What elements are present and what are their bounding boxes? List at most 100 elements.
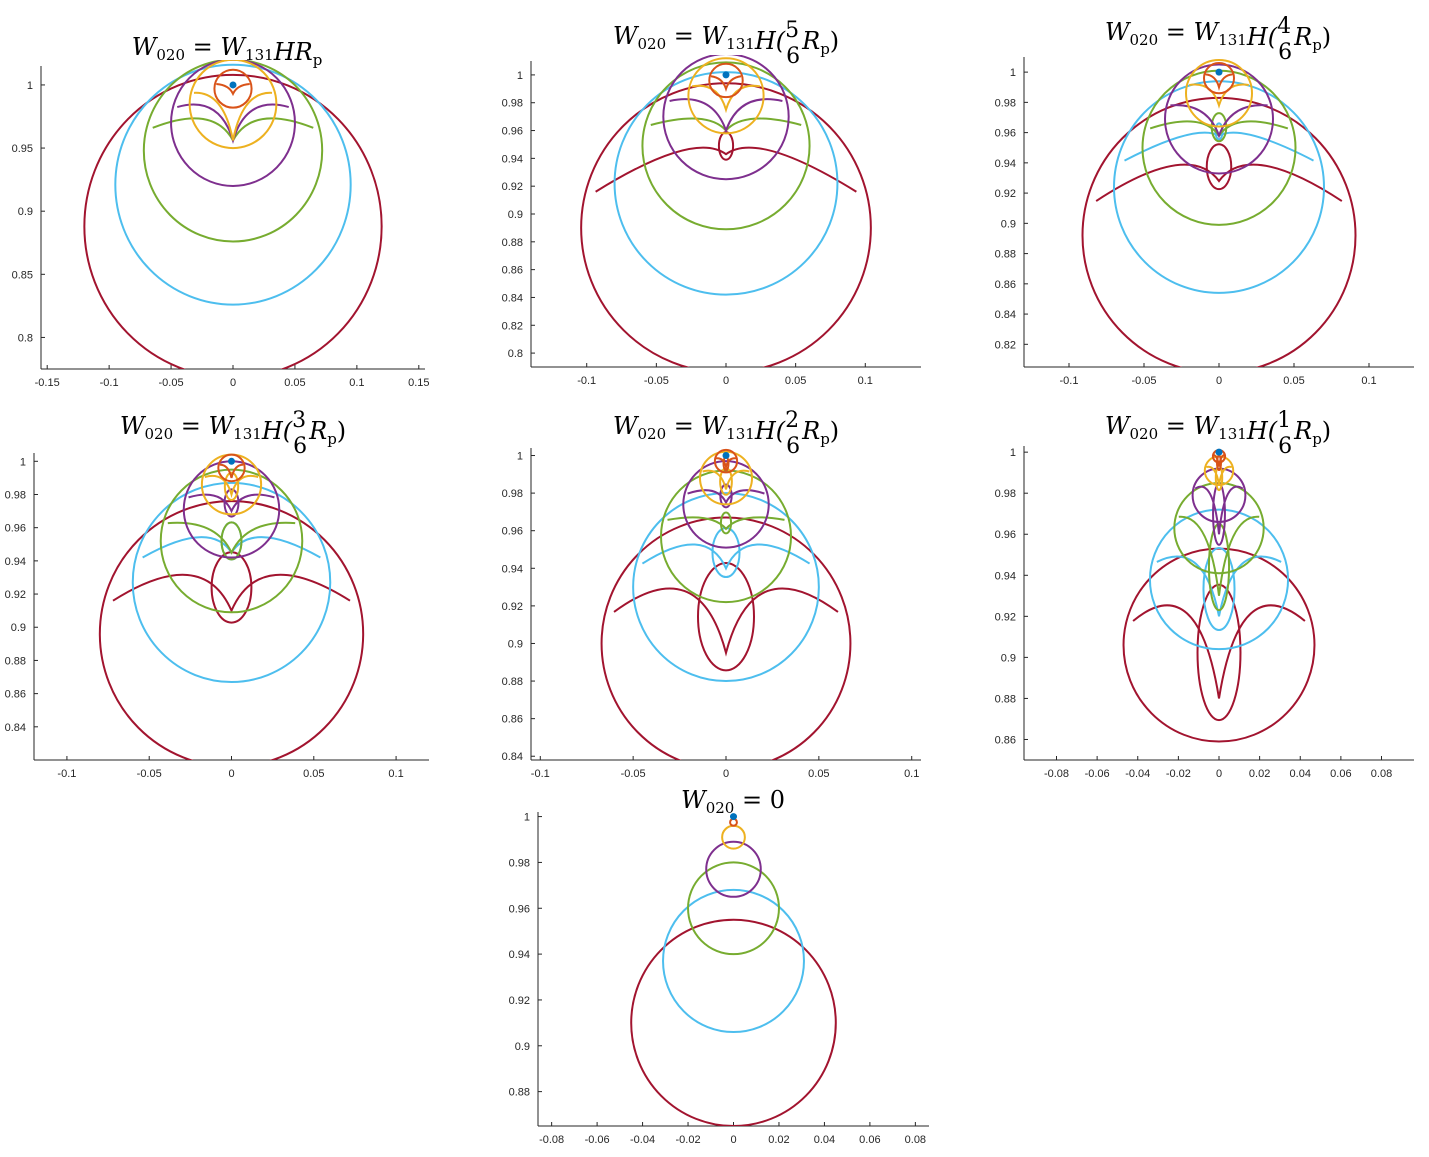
series-6-inner-loop: [717, 131, 735, 161]
x-tick-label: 0.1: [904, 768, 919, 780]
series-group: [600, 448, 852, 760]
series-5-ring: [131, 481, 332, 684]
series-group: [83, 60, 383, 369]
y-tick-label: 0.96: [502, 526, 523, 538]
y-tick-label: 0.88: [502, 237, 523, 249]
x-tick-label: -0.15: [35, 377, 60, 389]
y-tick-label: 0.84: [5, 722, 26, 734]
series-2-cusp: [691, 84, 761, 114]
series-2-ring: [687, 57, 765, 135]
subplot-title: W020 = W131H(3 6Rp): [120, 408, 346, 459]
y-tick-label: 0.98: [509, 857, 530, 869]
x-tick-label: 0.1: [858, 375, 873, 387]
svg-text:W020 = W131HRp: W020 = W131HRp: [132, 33, 323, 69]
series-2-ring: [699, 450, 753, 506]
y-tick-label: 0.92: [502, 601, 523, 613]
y-tick-label: 0.9: [18, 206, 33, 218]
series-2-ring: [721, 824, 746, 850]
y-tick-label: 0.98: [995, 97, 1016, 109]
series-2-cusp: [1205, 465, 1233, 486]
y-tick-label: 0.8: [508, 348, 523, 360]
x-tick-label: 0.06: [1330, 768, 1351, 780]
series-1-ring: [1203, 62, 1235, 95]
chief-ray-point: [722, 452, 730, 460]
series-1-inner-loop: [1216, 454, 1222, 472]
series-6-ring: [630, 918, 837, 1126]
y-tick-label: 0.96: [502, 126, 523, 138]
series-5-ring: [662, 888, 805, 1034]
series-6-cusp: [1095, 163, 1343, 202]
y-tick-label: 0.92: [509, 995, 530, 1007]
y-tick-label: 0.9: [508, 209, 523, 221]
series-3-ring: [1191, 467, 1247, 523]
x-tick-label: 0: [1216, 375, 1222, 387]
series-3-ring: [170, 60, 296, 187]
y-tick-label: 0.94: [502, 153, 523, 165]
series-1-cusp: [219, 463, 244, 479]
series-6-inner-loop: [1205, 143, 1233, 191]
series-3-cusp: [1194, 485, 1244, 535]
y-tick-label: 0.82: [995, 339, 1016, 351]
series-1-ring: [213, 68, 253, 109]
subplot-4: -0.1 -0.05 0 0.05 0.1 0.84 0.86 0.88 0.9 0.92 0.94…: [5, 408, 429, 780]
series-1-cusp: [216, 82, 250, 97]
series-6-ring: [1122, 547, 1316, 743]
subplot-5: -0.1 -0.05 0 0.05 0.1 0.84 0.86 0.88 0.9 0.92 0.94…: [502, 408, 921, 780]
series-4-inner-loop: [1207, 523, 1231, 612]
y-tick-label: 0.92: [995, 188, 1016, 200]
x-tick-label: 0.02: [1249, 768, 1270, 780]
x-tick-label: -0.06: [1085, 768, 1110, 780]
chief-ray-point: [722, 71, 730, 79]
series-2-cusp: [204, 474, 259, 499]
y-tick-label: 0.98: [502, 98, 523, 110]
y-tick-label: 1: [524, 812, 530, 824]
x-tick-label: 0.06: [859, 1134, 880, 1146]
series-5-ring: [1148, 508, 1290, 651]
subplot-title: W020 = W131H(1 6Rp): [1105, 408, 1331, 459]
x-tick-label: 0.04: [1290, 768, 1311, 780]
svg-text:W020 = 0: W020 = 0: [681, 786, 785, 817]
x-tick-label: 0.05: [785, 375, 806, 387]
series-2-ring: [188, 60, 278, 150]
series-1-ring: [217, 453, 246, 483]
series-3-ring: [705, 840, 762, 898]
series-3-ring: [682, 460, 770, 549]
chief-ray-point: [1215, 448, 1223, 456]
series-group: [98, 453, 365, 760]
y-tick-label: 0.86: [5, 689, 26, 701]
y-tick-label: 0.82: [502, 320, 523, 332]
y-tick-label: 1: [1010, 447, 1016, 459]
x-tick-label: 0.05: [303, 768, 324, 780]
y-tick-label: 0.86: [995, 734, 1016, 746]
subplot-grid: -0.15 -0.1 -0.05 0 0.05 0.1 0.15 0.8 0.85 0.9 0.95…: [5, 14, 1414, 1146]
y-tick-label: 0.84: [502, 751, 523, 763]
y-tick-label: 0.94: [502, 563, 523, 575]
series-2-cusp: [1189, 83, 1249, 109]
y-tick-label: 0.96: [995, 529, 1016, 541]
series-3-ring: [1164, 63, 1274, 175]
y-tick-label: 0.94: [509, 949, 530, 961]
y-tick-label: 0.94: [995, 570, 1016, 582]
y-tick-label: 1: [517, 70, 523, 82]
series-4-inner-loop: [220, 521, 243, 561]
y-tick-label: 0.92: [5, 589, 26, 601]
series-1-cusp: [710, 75, 742, 93]
x-tick-label: 0.1: [1361, 375, 1376, 387]
x-tick-label: -0.02: [675, 1134, 700, 1146]
series-2-cusp: [702, 469, 750, 490]
y-tick-label: 0.92: [995, 611, 1016, 623]
x-tick-label: 0: [230, 377, 236, 389]
series-6-inner-loop: [1196, 583, 1242, 722]
y-tick-label: 0.88: [995, 249, 1016, 261]
x-tick-label: 0.1: [349, 377, 364, 389]
y-tick-label: 0.98: [5, 489, 26, 501]
y-tick-label: 1: [20, 456, 26, 468]
x-tick-label: 0.08: [1371, 768, 1392, 780]
series-3-cusp: [1170, 104, 1268, 139]
series-1-cusp: [1213, 453, 1225, 467]
series-6-ring: [580, 82, 872, 367]
series-4-ring: [641, 61, 811, 231]
